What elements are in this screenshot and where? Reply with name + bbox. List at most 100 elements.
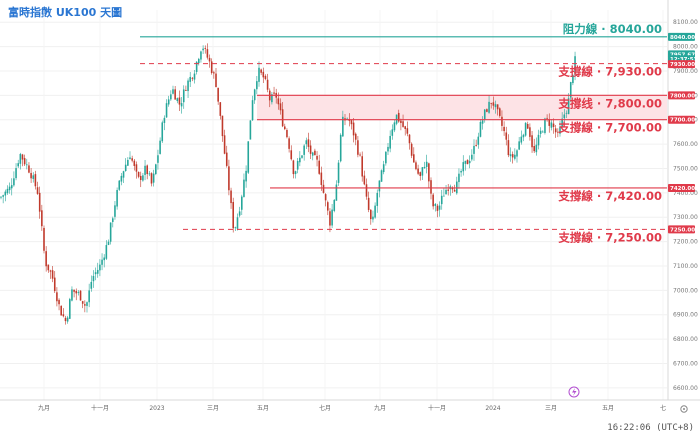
level-label-support-7700: 支撐線 · 7,700.00 [557, 121, 662, 135]
candle-body [514, 154, 516, 159]
candle-body [223, 135, 226, 154]
level-label-support-7800: 支撐线 · 7,800.00 [557, 96, 662, 110]
candle-body [101, 259, 103, 265]
level-label-support-7250: 支撐線 · 7,250.00 [557, 230, 662, 244]
candle-body [4, 191, 7, 196]
candle-body [137, 171, 140, 177]
candle-body [8, 186, 11, 191]
candle-body [382, 164, 385, 173]
candle-body [187, 80, 189, 92]
candle-body [483, 109, 486, 120]
level-lines: 阻力線 · 8040.00 支撐線 · 7,930.00 支撐线 · 7,800.0… [140, 22, 667, 244]
price-tag-box [668, 91, 695, 100]
candle-body [307, 139, 310, 147]
candle-body [520, 136, 523, 143]
candle-body [311, 152, 314, 156]
candle-body [172, 89, 174, 94]
candle-body [232, 201, 234, 229]
candle-body [559, 126, 561, 134]
x-tick-label: 三月 [207, 405, 219, 412]
candle-body [21, 154, 24, 160]
candle-body [391, 129, 394, 136]
candle-body [165, 103, 168, 118]
candle-body [176, 98, 179, 102]
candle-body [258, 67, 260, 82]
candle-body [572, 75, 574, 84]
candle-body [120, 175, 123, 182]
candle-body [488, 101, 490, 113]
candle-body [32, 175, 35, 179]
gear-icon-ring [680, 405, 688, 413]
price-tag-box [668, 32, 695, 41]
candle-body [86, 302, 88, 306]
lightning-icon [568, 386, 580, 398]
candle-body [327, 202, 329, 211]
gear-icon-center [683, 408, 685, 410]
candle-body [443, 195, 445, 197]
candle-body [204, 48, 207, 49]
candle-body [206, 49, 209, 58]
candle-body [19, 153, 22, 164]
candle-body [486, 109, 488, 112]
candle-body [410, 143, 413, 156]
y-tick-label: 7500.00 [673, 165, 698, 172]
candle-body [507, 140, 510, 156]
candle-body [406, 128, 409, 134]
candle-body [546, 117, 548, 119]
candle-body [241, 196, 243, 210]
candle-body [73, 289, 75, 292]
candle-body [146, 165, 148, 175]
candle-body [393, 122, 396, 131]
price-tag: 7930.00 [668, 60, 695, 69]
price-tag-label: 7700.00 [670, 118, 695, 124]
candle-body [290, 150, 293, 160]
candle-body [438, 205, 441, 210]
candle-body [505, 132, 508, 140]
candle-body [47, 264, 50, 271]
candle-body [535, 144, 538, 153]
candle-body [253, 89, 256, 101]
candle-body [228, 166, 230, 191]
candle-body [477, 136, 480, 145]
candle-body [408, 134, 411, 144]
candle-body [144, 165, 146, 175]
candle-body [314, 150, 316, 156]
candle-body [359, 154, 361, 156]
candle-body [299, 157, 301, 163]
candle-body [415, 162, 417, 170]
candle-body [107, 241, 110, 245]
candle-body [139, 175, 142, 181]
price-tag-label: 7420.00 [670, 186, 695, 192]
candle-body [114, 205, 116, 217]
y-tick-label: 7100.00 [673, 263, 698, 270]
y-tick-label: 8000.00 [673, 44, 698, 51]
candle-body [509, 154, 512, 157]
candle-body [522, 134, 525, 138]
candle-body [161, 122, 164, 142]
time-readout: 16:22:06 (UTC+8) [607, 423, 694, 433]
candle-body [425, 161, 428, 167]
candle-body [262, 71, 265, 78]
candle-body [271, 94, 273, 103]
candle-body [473, 145, 475, 154]
candle-body [335, 184, 338, 201]
candle-body [346, 118, 348, 120]
candle-body [385, 151, 387, 164]
candle-body [554, 128, 557, 133]
candle-body [251, 100, 254, 121]
candle-body [447, 189, 449, 191]
price-tags: 8040.007957.6712:37:537930.007800.007700… [668, 32, 698, 234]
candle-body [198, 58, 200, 64]
candle-body [569, 82, 572, 98]
candle-body [81, 301, 84, 304]
candle-body [75, 290, 78, 294]
candle-body [221, 115, 224, 137]
candle-body [36, 187, 39, 194]
candle-body [529, 127, 531, 137]
candle-body [458, 173, 460, 183]
x-tick-label: 十一月 [428, 404, 446, 412]
candle-body [155, 164, 157, 175]
candle-body [167, 99, 170, 105]
x-tick-label: 七月 [319, 404, 331, 412]
price-tag-label: 7800.00 [670, 93, 695, 99]
